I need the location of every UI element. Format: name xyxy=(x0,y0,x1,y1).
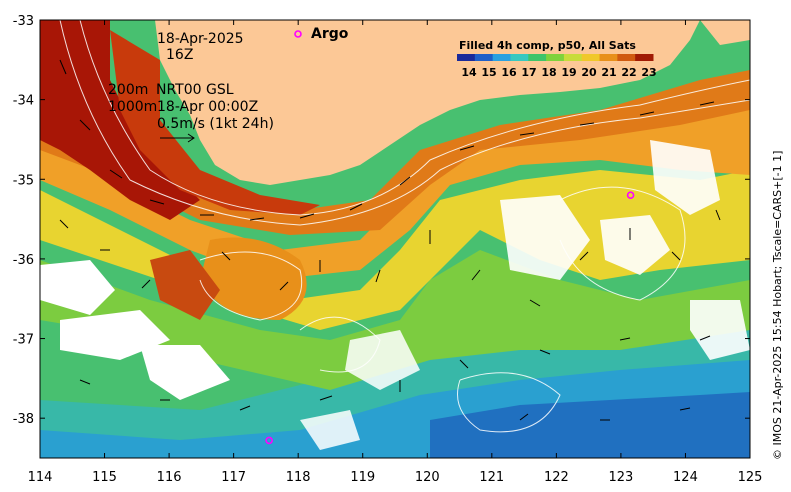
lat-tick-label: -36 xyxy=(13,253,34,268)
lat-tick-label: -35 xyxy=(13,173,34,188)
lat-tick-label: -38 xyxy=(13,412,34,427)
colorbar-label: 20 xyxy=(581,66,597,79)
lon-tick-label: 125 xyxy=(738,470,763,485)
lon-tick-label: 121 xyxy=(479,470,504,485)
current-vectors xyxy=(59,59,721,421)
argo-float-marker xyxy=(626,191,635,199)
argo-floats xyxy=(265,191,635,445)
lat-tick-labels: -33 -34 -35 -36 -37 -38 xyxy=(13,14,34,427)
colorbar-swatch xyxy=(546,54,565,61)
colorbar-label: 19 xyxy=(561,66,576,79)
lon-tick-label: 116 xyxy=(157,470,182,485)
colorbar-label: 21 xyxy=(601,66,616,79)
colorbar-swatch xyxy=(528,54,547,61)
time-label: 16Z xyxy=(166,47,193,63)
colorbar: 14 15 16 17 18 19 20 21 22 23 xyxy=(457,54,657,79)
lon-tick-label: 123 xyxy=(608,470,633,485)
contour-200-label: 200m xyxy=(108,82,148,98)
lon-tick-label: 120 xyxy=(415,470,440,485)
lon-tick-label: 124 xyxy=(673,470,698,485)
argo-legend-marker xyxy=(294,30,302,38)
contour-1000-label: 1000m xyxy=(108,99,157,115)
lon-tick-label: 119 xyxy=(350,470,375,485)
land-mass xyxy=(155,20,700,185)
lat-tick-label: -37 xyxy=(13,333,34,348)
colorbar-label: 14 xyxy=(461,66,477,79)
colorbar-swatch xyxy=(492,54,511,61)
colorbar-label: 22 xyxy=(621,66,636,79)
date-label: 18-Apr-2025 xyxy=(157,31,244,47)
colorbar-label: 16 xyxy=(501,66,517,79)
tick-marks xyxy=(39,19,751,458)
colorbar-swatch xyxy=(581,54,601,61)
lat-tick-label: -33 xyxy=(13,14,34,29)
colorbar-label: 17 xyxy=(521,66,536,79)
colorbar-title: Filled 4h comp, p50, All Sats xyxy=(459,39,636,52)
plot-frame xyxy=(39,19,751,459)
model-label: NRT00 GSL xyxy=(156,82,234,98)
lon-tick-label: 114 xyxy=(28,470,53,485)
model-time-label: 18-Apr 00:00Z xyxy=(157,99,258,115)
vector-scale-label: 0.5m/s (1kt 24h) xyxy=(157,116,274,132)
vector-scale-arrow xyxy=(160,133,195,143)
lon-tick-label: 122 xyxy=(544,470,569,485)
colorbar-swatch xyxy=(635,54,654,61)
argo-legend-label: Argo xyxy=(311,26,349,42)
lon-tick-label: 115 xyxy=(92,470,117,485)
lon-tick-label: 117 xyxy=(221,470,246,485)
colorbar-label: 23 xyxy=(641,66,656,79)
colorbar-label: 15 xyxy=(481,66,496,79)
colorbar-swatch xyxy=(510,54,529,61)
contours xyxy=(59,20,750,433)
colorbar-label: 18 xyxy=(541,66,556,79)
lat-tick-label: -34 xyxy=(13,94,34,109)
colorbar-swatch xyxy=(474,54,494,61)
colorbar-swatch xyxy=(563,54,583,61)
colorbar-swatch xyxy=(457,54,476,61)
credit-text: © IMOS 21-Apr-2025 15:54 Hobart; Tscale=… xyxy=(771,151,784,460)
colorbar-swatch xyxy=(617,54,636,61)
lon-tick-label: 118 xyxy=(286,470,311,485)
argo-float-marker xyxy=(265,436,273,445)
sst-field xyxy=(40,20,750,458)
lon-tick-labels: 114 115 116 117 118 119 120 121 122 123 124 125 xyxy=(28,470,763,485)
colorbar-swatch xyxy=(599,54,618,61)
